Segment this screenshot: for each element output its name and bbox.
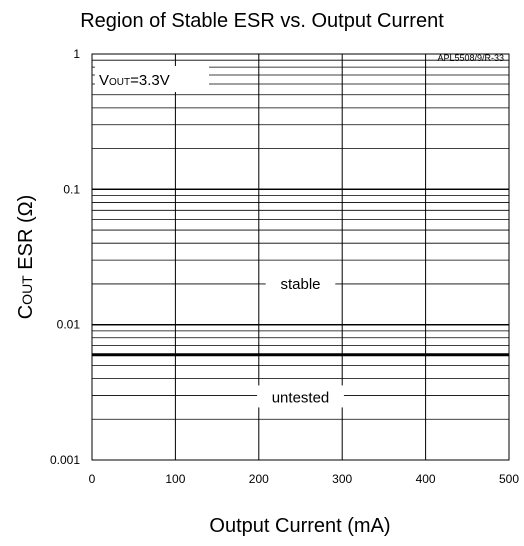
vout-subscript: OUT [109, 77, 130, 88]
y-axis-label-prefix: C [15, 305, 37, 319]
vout-prefix: V [99, 72, 109, 89]
x-tick-label-200: 200 [249, 472, 269, 486]
x-tick-label-0: 0 [89, 472, 96, 486]
x-tick-label-100: 100 [165, 472, 185, 486]
y-tick-label-0.1: 0.1 [63, 182, 80, 196]
region-label-untested: untested [272, 389, 330, 406]
x-tick-labels: 0 100 200 300 400 500 [89, 472, 520, 486]
plot-frame [91, 53, 510, 461]
x-tick-label-500: 500 [499, 472, 519, 486]
chart-note: APL5508/9/R-33 [437, 53, 504, 63]
grid [92, 54, 509, 460]
y-tick-label-0.001: 0.001 [50, 453, 80, 467]
region-label-bg-stable [265, 271, 336, 294]
y-tick-labels: 0.001 0.01 0.1 1 [50, 47, 80, 467]
x-tick-label-400: 400 [416, 472, 436, 486]
chart-title: Region of Stable ESR vs. Output Current [80, 10, 444, 32]
x-axis-label: Output Current (mA) [209, 515, 390, 537]
y-tick-label-0.01: 0.01 [57, 318, 81, 332]
svg-text:VOUT=3.3V: VOUT=3.3V [99, 72, 170, 89]
region-label-stable: stable [280, 276, 320, 293]
y-axis-label: COUT ESR (Ω) [15, 195, 37, 320]
y-axis-label-subscript: OUT [19, 275, 35, 305]
vout-value: =3.3V [130, 72, 170, 89]
vout-condition-label: VOUT=3.3V [95, 66, 209, 92]
y-tick-label-1: 1 [73, 47, 80, 61]
x-tick-label-300: 300 [332, 472, 352, 486]
y-axis-label-rest: ESR (Ω) [15, 195, 37, 276]
region-labels: stable untested [257, 271, 344, 408]
region-label-bg-untested [257, 385, 344, 408]
